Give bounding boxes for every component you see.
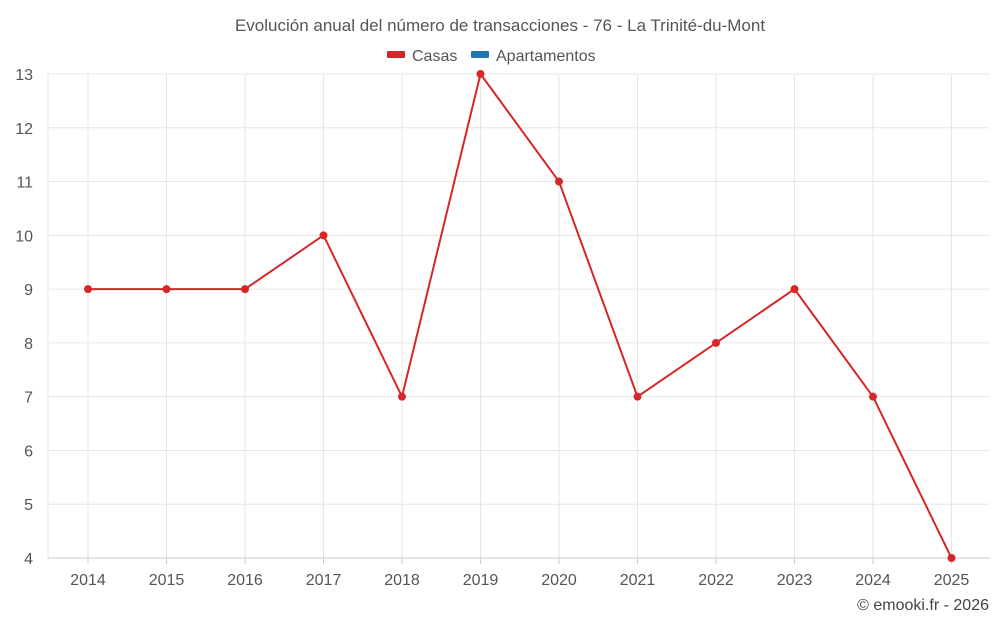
legend: Casas Apartamentos — [387, 48, 596, 65]
y-tick-label: 13 — [15, 67, 33, 84]
x-tick-label: 2016 — [227, 572, 263, 589]
series-line-casas — [88, 73, 953, 559]
data-point-2014[interactable] — [84, 285, 92, 294]
data-point-2025[interactable] — [947, 554, 956, 562]
legend-label-apartamentos: Apartamentos — [496, 48, 596, 65]
data-point-2022[interactable] — [712, 338, 720, 347]
x-gridlines — [47, 74, 952, 558]
x-tick-label: 2017 — [306, 572, 342, 589]
legend-label-casas: Casas — [412, 48, 457, 65]
legend-swatch-apartamentos — [471, 51, 489, 58]
y-axis-ticks: 4 5 6 7 8 9 10 11 12 13 — [15, 67, 33, 568]
data-point-2017[interactable] — [319, 231, 328, 240]
legend-item-apartamentos[interactable]: Apartamentos — [471, 48, 596, 65]
x-axis-ticks: 2014 2015 2016 2017 2018 2019 2020 2021 2022 2023… — [70, 558, 969, 589]
x-tick-label: 2024 — [855, 572, 891, 589]
data-point-2024[interactable] — [869, 392, 877, 401]
x-tick-label: 2025 — [934, 572, 970, 589]
x-tick-label: 2023 — [777, 572, 813, 589]
x-tick-label: 2022 — [698, 572, 734, 589]
x-tick-label: 2014 — [70, 572, 106, 589]
x-tick-label: 2015 — [149, 572, 185, 589]
x-tick-label: 2021 — [620, 572, 656, 589]
data-point-2016[interactable] — [241, 285, 249, 294]
y-tick-label: 10 — [15, 228, 33, 245]
x-tick-label: 2018 — [384, 572, 420, 589]
data-point-2019[interactable] — [476, 70, 485, 78]
credit-text: © emooki.fr - 2026 — [857, 597, 989, 614]
y-tick-label: 12 — [15, 121, 33, 138]
data-point-2023[interactable] — [790, 285, 799, 294]
series-casas — [84, 70, 956, 562]
legend-item-casas[interactable]: Casas — [387, 48, 457, 65]
y-tick-label: 5 — [24, 497, 33, 514]
data-point-2021[interactable] — [633, 392, 642, 401]
legend-swatch-casas — [387, 51, 405, 58]
chart-title: Evolución anual del número de transaccio… — [235, 16, 765, 35]
x-tick-label: 2020 — [541, 572, 577, 589]
y-tick-label: 9 — [24, 282, 33, 299]
y-tick-label: 8 — [24, 336, 33, 353]
data-point-2018[interactable] — [398, 392, 406, 401]
y-tick-label: 6 — [24, 443, 33, 460]
y-tick-label: 4 — [24, 551, 33, 568]
y-tick-label: 11 — [16, 175, 33, 192]
data-point-2015[interactable] — [162, 285, 171, 294]
y-tick-label: 7 — [24, 390, 33, 407]
data-point-2020[interactable] — [555, 177, 563, 186]
x-tick-label: 2019 — [463, 572, 499, 589]
